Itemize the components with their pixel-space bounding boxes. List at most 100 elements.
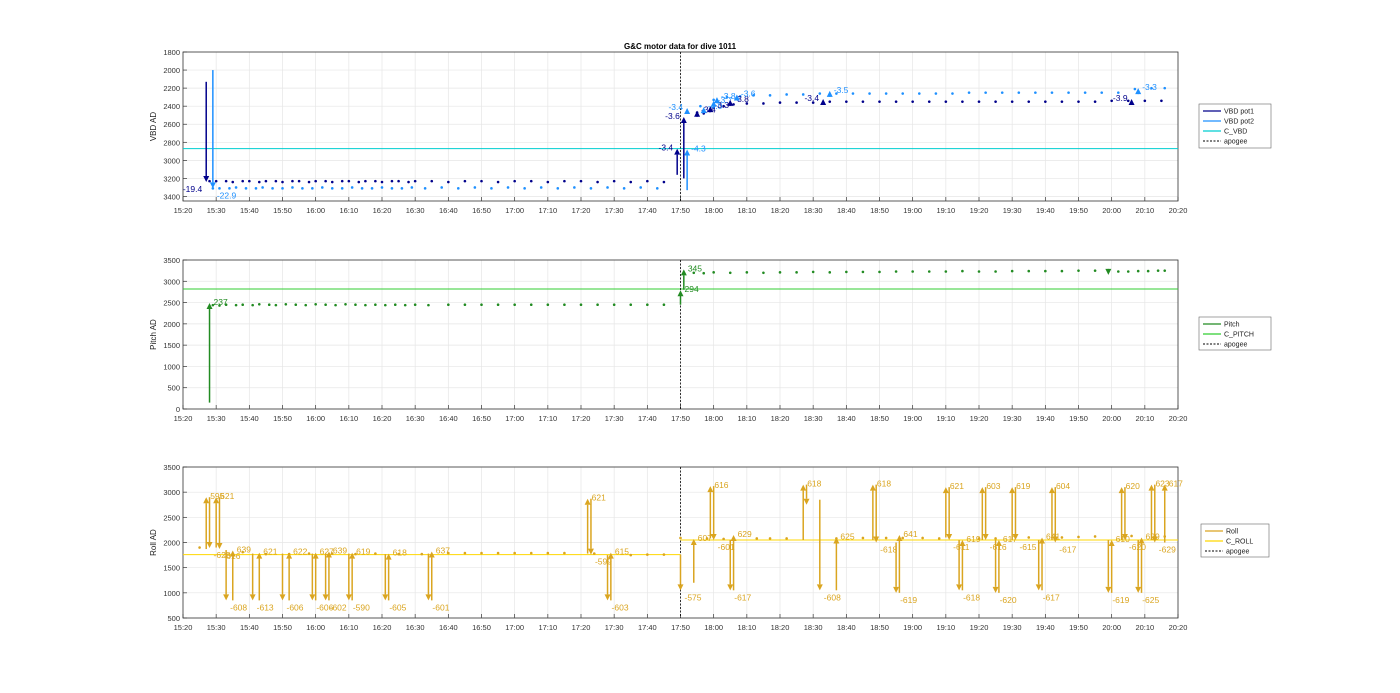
data-point: [692, 271, 696, 275]
data-point: [894, 270, 898, 273]
arrow-head: [869, 484, 876, 491]
data-point: [1117, 91, 1120, 94]
data-point: [1077, 535, 1080, 539]
data-point: [413, 179, 417, 183]
arrow-label: 621: [592, 493, 606, 503]
data-point: [1093, 535, 1097, 538]
x-tick-label: 18:30: [804, 414, 823, 423]
x-tick-label: 16:10: [339, 414, 358, 423]
x-tick-label: 17:30: [605, 206, 624, 215]
arrow-head: [730, 534, 737, 541]
panel-2: 15:20 15:30 15:40 15:50 16:00 16:10 16:20 16:30…: [149, 256, 1272, 423]
data-point: [934, 92, 938, 95]
arrow-head: [713, 97, 720, 104]
data-point: [248, 179, 251, 183]
data-point: [592, 552, 596, 555]
data-point: [420, 552, 424, 556]
x-tick-label: 16:50: [472, 623, 491, 632]
data-point: [1060, 536, 1064, 539]
data-point: [722, 104, 725, 108]
data-point: [529, 551, 533, 555]
data-point: [447, 180, 450, 184]
x-tick-label: 19:10: [936, 414, 955, 423]
data-point: [384, 303, 387, 307]
arrow-head: [279, 594, 286, 601]
data-point: [241, 179, 244, 183]
arrow-label: -620: [1000, 595, 1017, 605]
arrow-head: [206, 302, 213, 309]
arrow-head: [223, 594, 230, 601]
arrow-label: 618: [393, 548, 407, 558]
arrow-head: [710, 100, 717, 107]
data-point: [768, 94, 772, 97]
data-point: [1130, 534, 1133, 538]
arrow-label: -618: [880, 545, 897, 555]
data-point: [1100, 91, 1104, 94]
x-tick-label: 20:20: [1169, 623, 1188, 632]
x-tick-label: 19:50: [1069, 414, 1088, 423]
data-point: [1143, 99, 1147, 103]
data-point: [795, 271, 798, 274]
y-tick-label: 3500: [163, 256, 180, 265]
y-tick-label: 3000: [163, 156, 180, 165]
data-point: [423, 187, 427, 190]
x-tick-label: 19:30: [1003, 206, 1022, 215]
arrow-head: [873, 536, 880, 543]
arrow-head: [607, 552, 614, 559]
arrow-head: [309, 594, 316, 601]
data-point: [496, 180, 500, 184]
legend-label: apogee: [1226, 549, 1249, 556]
data-point: [403, 303, 407, 307]
data-point: [1027, 269, 1031, 273]
arrow-head: [995, 539, 1002, 546]
x-tick-label: 18:40: [837, 623, 856, 632]
data-point: [321, 186, 324, 189]
arrow-head: [684, 149, 691, 156]
data-point: [413, 303, 417, 307]
data-point: [1136, 269, 1140, 273]
data-point: [606, 186, 609, 189]
x-tick-label: 18:40: [837, 414, 856, 423]
data-point: [1163, 86, 1167, 90]
y-tick-label: 2800: [163, 138, 180, 147]
data-point: [1160, 99, 1163, 103]
x-tick-label: 16:10: [339, 206, 358, 215]
arrow-head: [425, 594, 432, 601]
arrow-label: 622: [293, 547, 307, 557]
x-tick-label: 18:20: [771, 414, 790, 423]
y-tick-label: 2000: [163, 66, 180, 75]
data-point: [274, 179, 278, 183]
arrow-head: [677, 290, 684, 297]
x-tick-label: 18:00: [704, 414, 723, 423]
x-tick-label: 19:00: [903, 206, 922, 215]
x-tick-label: 16:30: [406, 206, 425, 215]
x-tick-label: 15:50: [273, 414, 292, 423]
arrow-head: [956, 584, 963, 591]
arrow-label: -611: [953, 542, 970, 552]
x-tick-label: 20:00: [1102, 206, 1121, 215]
data-point: [1126, 99, 1130, 103]
data-point: [529, 303, 533, 307]
x-tick-label: 15:30: [207, 623, 226, 632]
data-point: [314, 179, 317, 183]
data-point: [861, 270, 865, 274]
data-point: [835, 92, 838, 95]
data-point: [1027, 536, 1031, 539]
x-tick-label: 20:10: [1135, 414, 1154, 423]
data-point: [350, 186, 354, 189]
data-point: [257, 180, 261, 184]
x-tick-label: 18:50: [870, 206, 889, 215]
data-point: [347, 179, 351, 183]
data-point: [994, 270, 997, 273]
x-tick-label: 17:00: [505, 414, 524, 423]
data-point: [911, 270, 914, 273]
arrow-label: 621: [220, 491, 234, 501]
data-point: [294, 303, 298, 307]
arrow-label: -625: [1142, 595, 1159, 605]
data-point: [579, 303, 583, 307]
arrow-label: -3.3: [714, 100, 729, 110]
arrow-head: [206, 542, 213, 549]
y-tick-label: 1000: [163, 362, 180, 371]
arrow-label: -3.6: [741, 88, 756, 98]
data-point: [234, 186, 238, 189]
